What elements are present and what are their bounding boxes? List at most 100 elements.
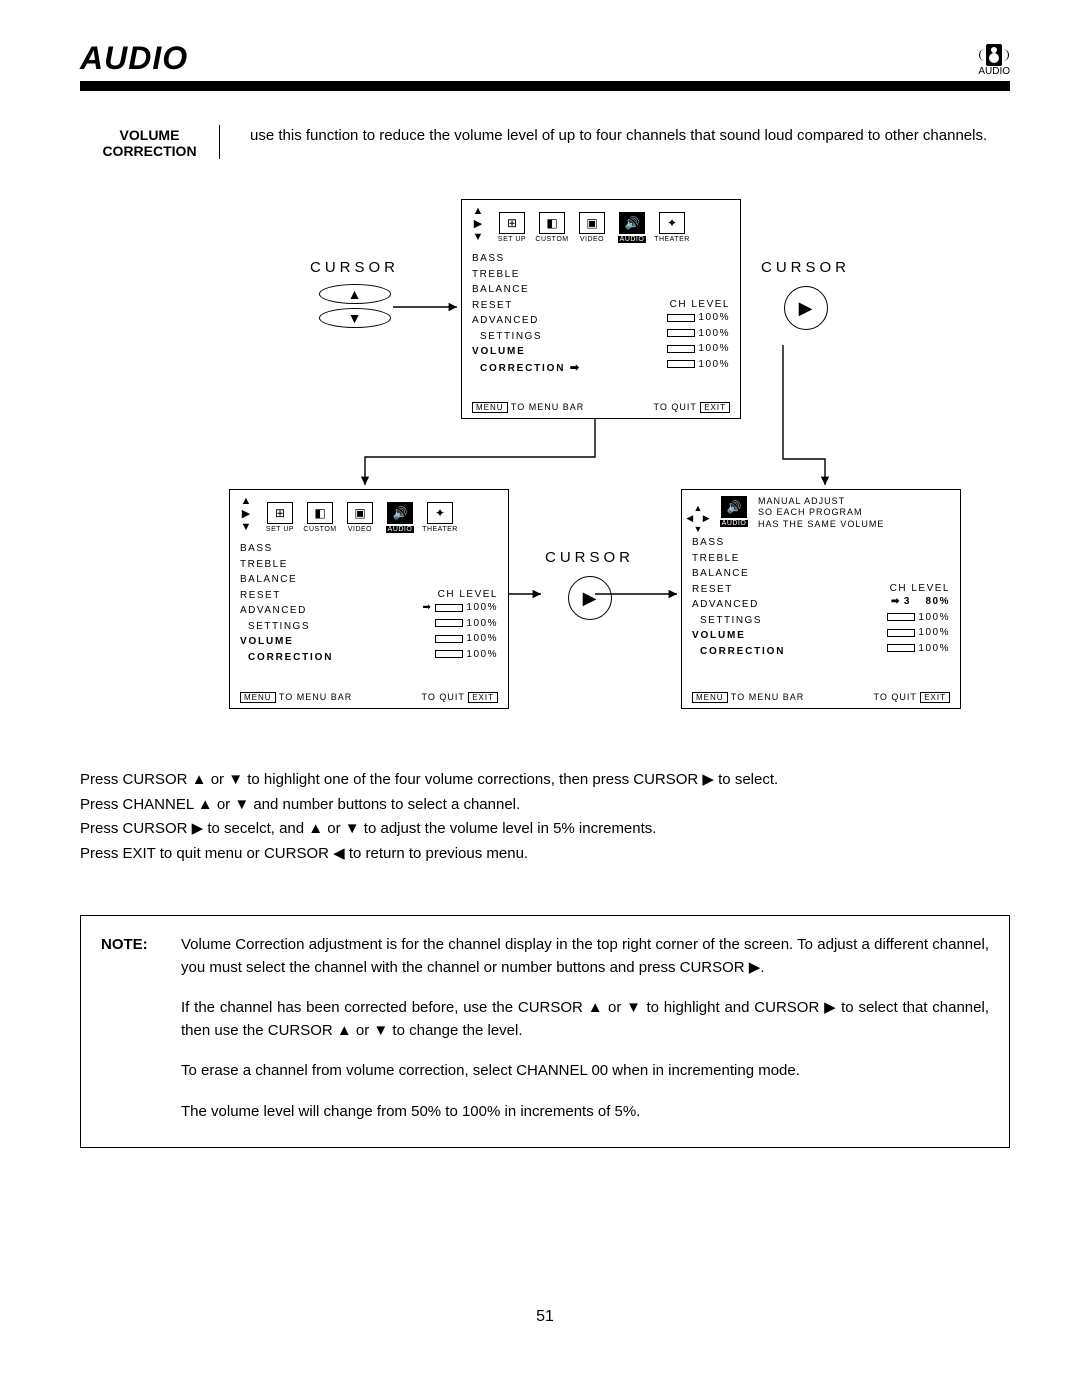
ch-level-column: CH LEVEL 100% 100% 100% 100%: [667, 251, 730, 377]
cursor-right-control-top: CURSOR ▶: [761, 259, 850, 330]
menu-item[interactable]: BALANCE: [472, 282, 581, 298]
cursor-right-button[interactable]: ▶: [784, 286, 828, 330]
banner-text: MANUAL ADJUST SO EACH PROGRAM HAS THE SA…: [758, 496, 884, 530]
nav-arrows-icon: ▲▶▼: [236, 496, 256, 533]
menu-panel-bottom-left: ▲▶▼ ⊞SET UP ◧CUSTOM ▣VIDEO 🔊AUDIO ✦THEAT…: [229, 489, 509, 709]
tab-setup[interactable]: ⊞SET UP: [496, 212, 528, 243]
menu-item[interactable]: TREBLE: [472, 267, 581, 283]
menu-item: CORRECTION: [240, 650, 333, 666]
menu-button[interactable]: MENU: [240, 692, 276, 703]
page-number: 51: [80, 1308, 1010, 1326]
cursor-right-button[interactable]: ▶: [568, 576, 612, 620]
tab-video[interactable]: ▣VIDEO: [344, 502, 376, 533]
menu-item[interactable]: TREBLE: [692, 551, 785, 567]
menu-items: BASS TREBLE BALANCE RESET ADVANCED SETTI…: [692, 535, 785, 659]
menu-footer: MENU TO MENU BAR TO QUIT EXIT: [472, 402, 730, 412]
menu-item[interactable]: RESET: [692, 582, 785, 598]
menu-item[interactable]: VOLUME: [472, 344, 581, 360]
menu-item[interactable]: BASS: [240, 541, 333, 557]
page-title: AUDIO: [80, 40, 188, 77]
menu-item[interactable]: ADVANCED: [692, 597, 785, 613]
menu-item[interactable]: VOLUME: [692, 628, 785, 644]
ch-header: CH LEVEL: [667, 299, 730, 310]
tab-theater[interactable]: ✦THEATER: [656, 212, 688, 243]
menu-button[interactable]: MENU: [692, 692, 728, 703]
menu-item[interactable]: BALANCE: [692, 566, 785, 582]
ch-num: 3: [904, 594, 911, 610]
tab-custom[interactable]: ◧CUSTOM: [304, 502, 336, 533]
menu-item[interactable]: BASS: [472, 251, 581, 267]
ch-level-column: CH LEVEL ➡100% 100% 100% 100%: [423, 541, 498, 665]
header-right: AUDIO: [978, 44, 1010, 77]
level-value: 100%: [918, 610, 950, 626]
pointer-icon: ➡: [423, 600, 433, 616]
tab-theater[interactable]: ✦THEATER: [424, 502, 456, 533]
exit-button[interactable]: EXIT: [468, 692, 498, 703]
level-value: 100%: [698, 357, 730, 373]
note-body: Volume Correction adjustment is for the …: [181, 934, 989, 1123]
menu-button[interactable]: MENU: [472, 402, 508, 413]
tab-setup[interactable]: ⊞SET UP: [264, 502, 296, 533]
exit-button[interactable]: EXIT: [920, 692, 950, 703]
ch-header: CH LEVEL: [887, 583, 950, 594]
menu-tabs: ▲▶▼ ⊞SET UP ◧CUSTOM ▣VIDEO 🔊AUDIO ✦THEAT…: [462, 200, 740, 245]
instruction-line: Press CURSOR ▲ or ▼ to highlight one of …: [80, 769, 1010, 792]
menu-item[interactable]: TREBLE: [240, 557, 333, 573]
menu-item[interactable]: ADVANCED: [240, 603, 333, 619]
tab-video[interactable]: ▣VIDEO: [576, 212, 608, 243]
menu-item[interactable]: BASS: [692, 535, 785, 551]
submenu-arrow-icon: ➡: [570, 362, 581, 374]
nav-arrows-icon: ▲ ◀▶ ▼: [686, 503, 710, 527]
tab-audio[interactable]: 🔊AUDIO: [616, 212, 648, 243]
level-value: 100%: [698, 310, 730, 326]
menu-item[interactable]: BALANCE: [240, 572, 333, 588]
note-para: The volume level will change from 50% to…: [181, 1101, 989, 1124]
level-value: 100%: [466, 600, 498, 616]
header-right-label: AUDIO: [978, 66, 1010, 77]
note-box: NOTE: Volume Correction adjustment is fo…: [80, 915, 1010, 1148]
menu-item: CORRECTION: [692, 644, 785, 660]
menu-body: BASS TREBLE BALANCE RESET ADVANCED SETTI…: [682, 529, 960, 659]
nav-arrows-icon: ▲▶▼: [468, 206, 488, 243]
cursor-label: CURSOR: [310, 259, 399, 276]
menu-panel-bottom-right: ▲ ◀▶ ▼ 🔊AUDIO MANUAL ADJUST SO EACH PROG…: [681, 489, 961, 709]
level-value: 100%: [918, 641, 950, 657]
menu-footer: MENU TO MENU BAR TO QUIT EXIT: [240, 692, 498, 702]
menu-tabs: ▲▶▼ ⊞SET UP ◧CUSTOM ▣VIDEO 🔊AUDIO ✦THEAT…: [230, 490, 508, 535]
menu-panel-top: ▲▶▼ ⊞SET UP ◧CUSTOM ▣VIDEO 🔊AUDIO ✦THEAT…: [461, 199, 741, 419]
instruction-line: Press EXIT to quit menu or CURSOR ◀ to r…: [80, 843, 1010, 866]
exit-button[interactable]: EXIT: [700, 402, 730, 413]
ch-header: CH LEVEL: [423, 589, 498, 600]
tab-audio[interactable]: 🔊AUDIO: [718, 496, 750, 527]
menu-item: SETTINGS: [472, 329, 581, 345]
note-para: To erase a channel from volume correctio…: [181, 1060, 989, 1083]
section-intro: VOLUME CORRECTION use this function to r…: [80, 125, 1010, 159]
menu-item[interactable]: ADVANCED: [472, 313, 581, 329]
section-intro-text: use this function to reduce the volume l…: [250, 125, 1010, 159]
section-label: VOLUME CORRECTION: [80, 125, 220, 159]
note-para: If the channel has been corrected before…: [181, 997, 989, 1042]
tab-custom[interactable]: ◧CUSTOM: [536, 212, 568, 243]
menu-item[interactable]: RESET: [472, 298, 581, 314]
menu-item[interactable]: RESET: [240, 588, 333, 604]
cursor-down-button[interactable]: ▼: [319, 308, 391, 328]
pointer-icon: ➡: [891, 594, 901, 610]
instructions: Press CURSOR ▲ or ▼ to highlight one of …: [80, 769, 1010, 865]
note-label: NOTE:: [101, 934, 157, 1123]
instruction-line: Press CURSOR ▶ to secelct, and ▲ or ▼ to…: [80, 818, 1010, 841]
menu-item: SETTINGS: [692, 613, 785, 629]
level-value: 100%: [466, 616, 498, 632]
cursor-up-button[interactable]: ▲: [319, 284, 391, 304]
menu-item: CORRECTION ➡: [472, 360, 581, 377]
tab-audio[interactable]: 🔊AUDIO: [384, 502, 416, 533]
section-label-2: CORRECTION: [80, 143, 219, 159]
title-rule: [80, 81, 1010, 91]
note-para: Volume Correction adjustment is for the …: [181, 934, 989, 979]
menu-items: BASS TREBLE BALANCE RESET ADVANCED SETTI…: [472, 251, 581, 377]
level-value: 100%: [918, 625, 950, 641]
menu-body: BASS TREBLE BALANCE RESET ADVANCED SETTI…: [230, 535, 508, 665]
cursor-updown-control: CURSOR ▲ ▼: [310, 259, 399, 328]
level-value: 100%: [698, 341, 730, 357]
ch-level-column: CH LEVEL ➡3 80% 100% 100% 100%: [887, 535, 950, 659]
menu-item[interactable]: VOLUME: [240, 634, 333, 650]
